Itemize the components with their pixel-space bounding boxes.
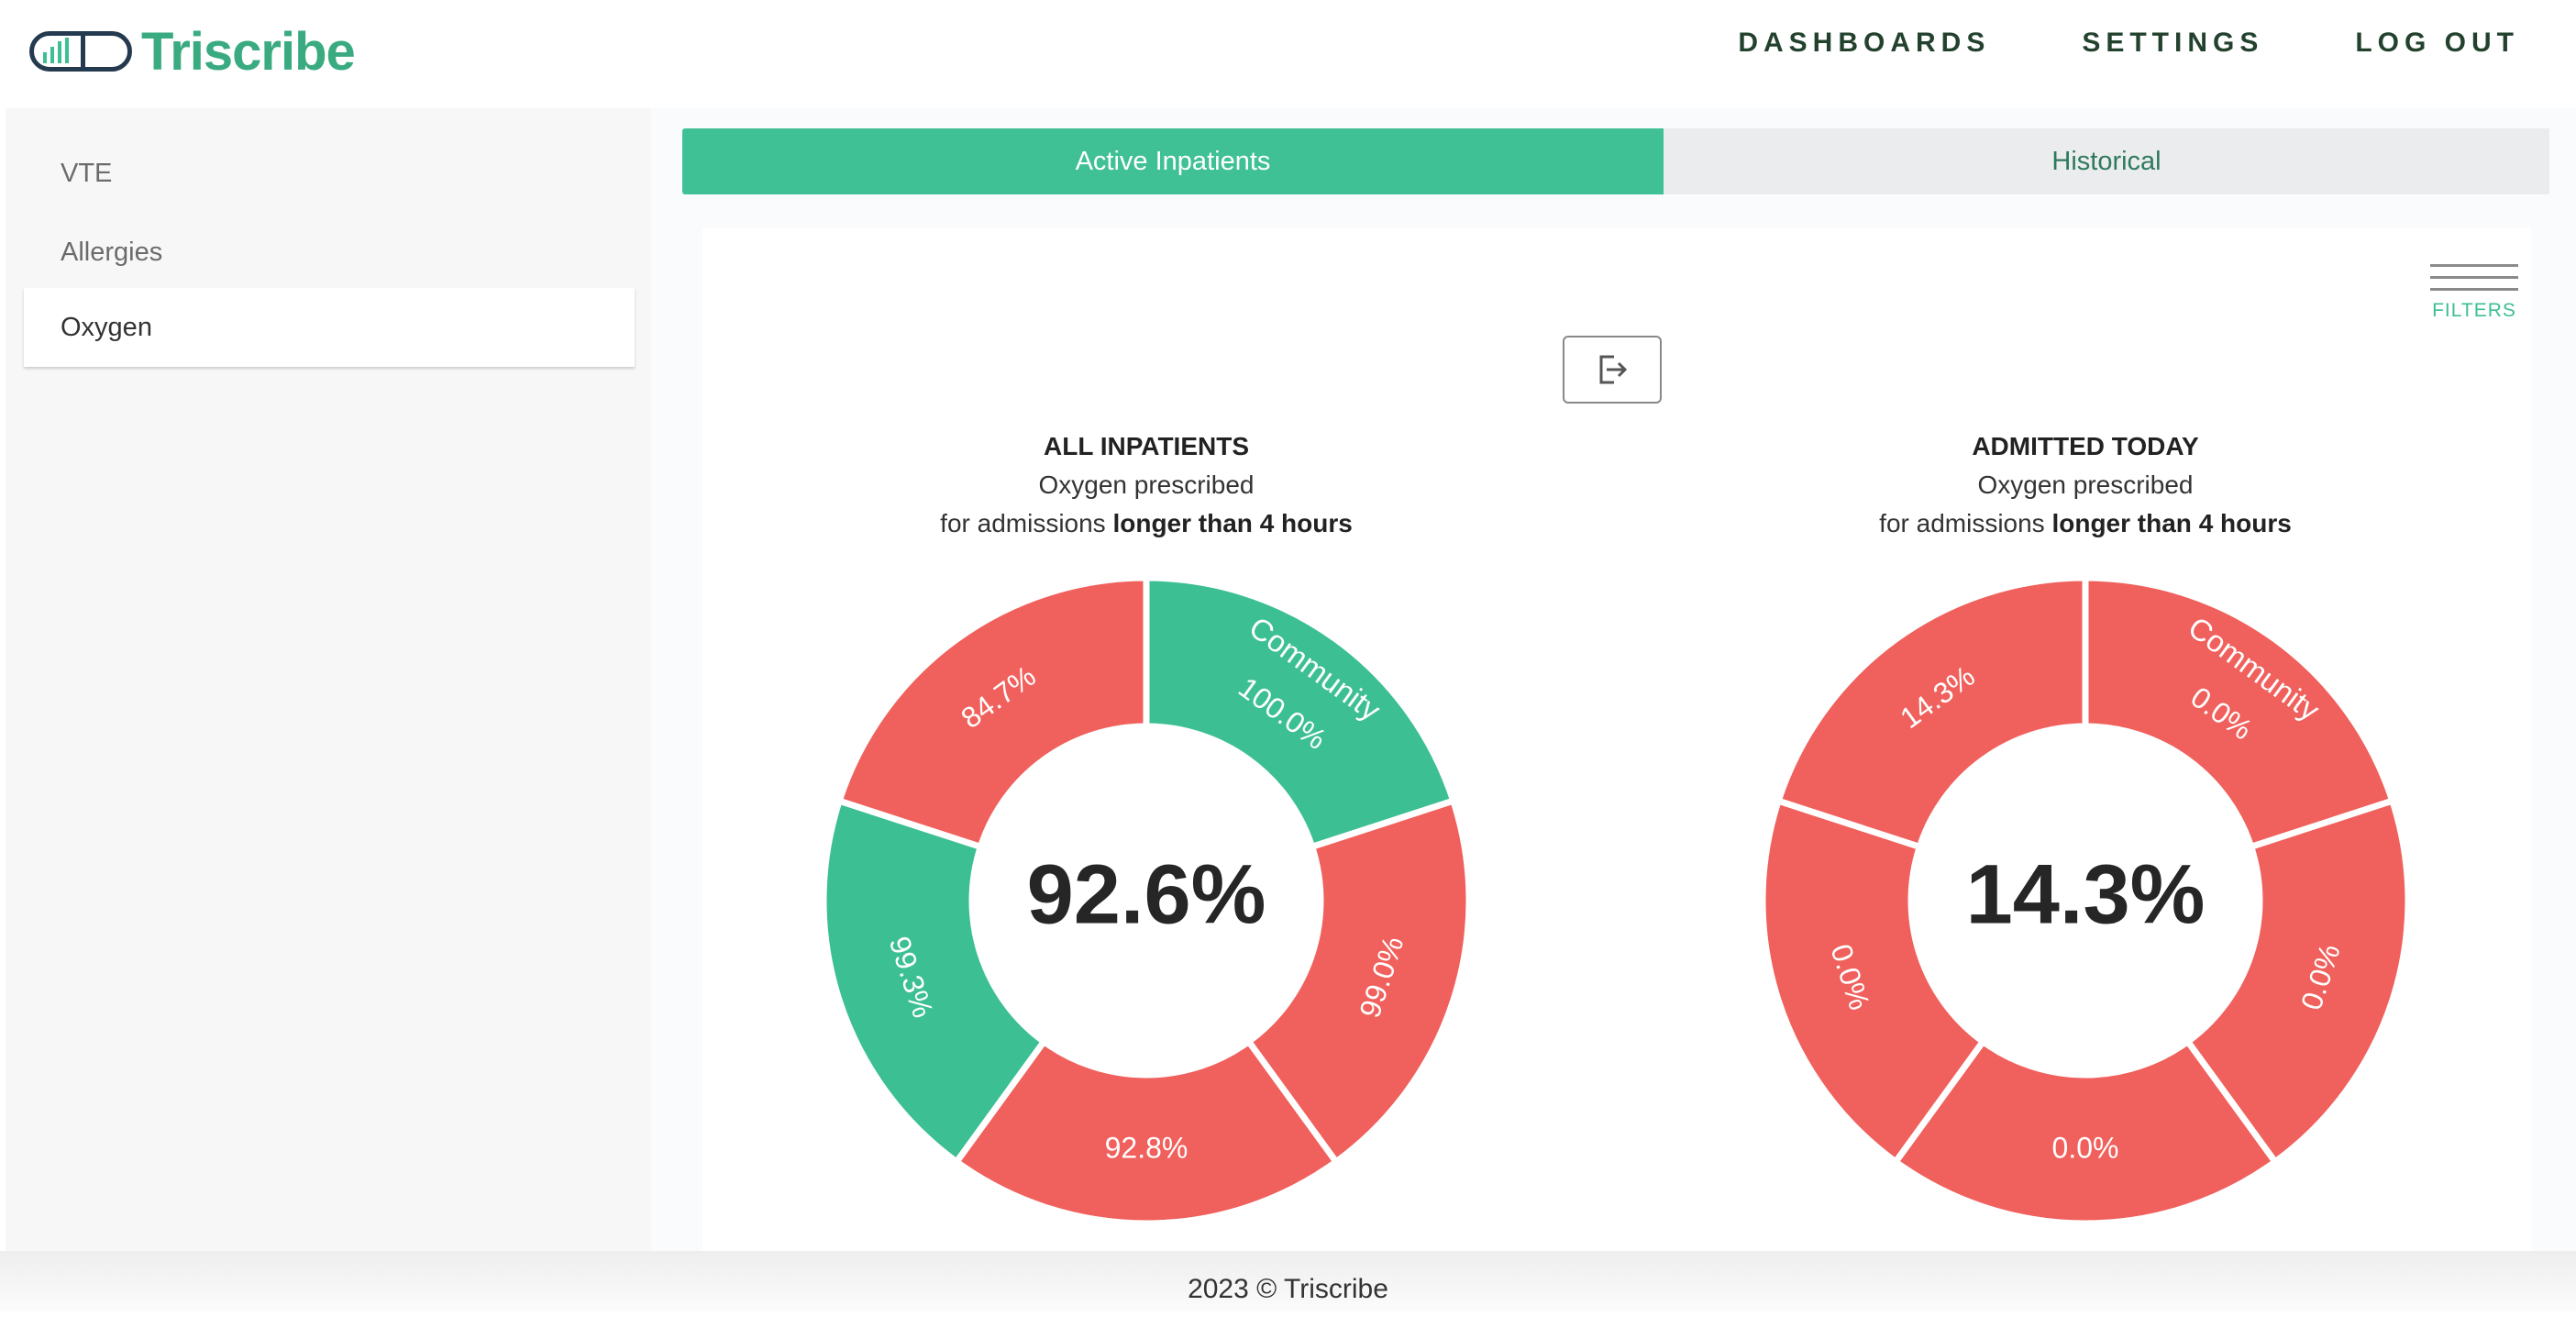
segment-value-label: 0.0% [2052, 1131, 2119, 1164]
main-nav: DASHBOARDS SETTINGS LOG OUT [1738, 28, 2519, 59]
chart-subtitle: Oxygen prescribed [1977, 470, 2194, 499]
nav-logout[interactable]: LOG OUT [2355, 28, 2519, 58]
sidebar-item-vte[interactable]: VTE [24, 134, 635, 213]
donut-segment[interactable] [1892, 1038, 2279, 1227]
center-value: 14.3% [1966, 847, 2206, 941]
sidebar-item-label: VTE [61, 158, 113, 188]
nav-dashboards[interactable]: DASHBOARDS [1738, 28, 1991, 58]
logo-text: Triscribe [141, 21, 356, 82]
sidebar-item-allergies[interactable]: Allergies [24, 213, 635, 292]
chart-title-block-admitted-today: ADMITTED TODAY Oxygen prescribed for adm… [1764, 427, 2406, 543]
export-button[interactable] [1563, 336, 1662, 404]
donut-segment[interactable] [953, 1038, 1340, 1227]
donut-segment[interactable] [1245, 797, 1473, 1166]
chart-subtitle: Oxygen prescribed [1038, 470, 1255, 499]
donut-segment[interactable] [1143, 574, 1457, 850]
filters-label: FILTERS [2432, 300, 2516, 321]
nav-settings[interactable]: SETTINGS [2082, 28, 2264, 58]
filters-button[interactable]: FILTERS [2430, 264, 2518, 322]
tab-active-inpatients[interactable]: Active Inpatients [682, 128, 1664, 194]
donut-segment[interactable] [1759, 797, 1986, 1166]
tab-bar: Active Inpatients Historical [682, 128, 2549, 194]
chart-caption-bold: longer than 4 hours [1112, 509, 1353, 537]
footer: 2023 © Triscribe [0, 1251, 2576, 1311]
center-value: 92.6% [1027, 847, 1266, 941]
logo[interactable]: Triscribe [29, 22, 356, 82]
chart-caption: for admissions longer than 4 hours [1764, 504, 2406, 543]
top-bar: Triscribe DASHBOARDS SETTINGS LOG OUT [0, 0, 2576, 101]
footer-text: 2023 © Triscribe [1188, 1274, 1388, 1304]
sidebar-item-label: Oxygen [61, 312, 152, 342]
sidebar-item-label: Allergies [61, 237, 163, 267]
chart-title: ALL INPATIENTS [1044, 432, 1249, 460]
pill-logo-icon [29, 31, 132, 72]
chart-caption-prefix: for admissions [1879, 509, 2045, 537]
export-icon [1599, 355, 1628, 384]
donut-segment[interactable] [2082, 574, 2396, 850]
chart-caption-bold: longer than 4 hours [2051, 509, 2292, 537]
donut-segment[interactable] [2184, 797, 2412, 1166]
sidebar: VTE Allergies Oxygen [6, 108, 651, 1251]
donut-segment[interactable] [835, 574, 1150, 850]
segment-value-label: 92.8% [1105, 1131, 1188, 1164]
chart-caption-prefix: for admissions [940, 509, 1106, 537]
donut-segment[interactable] [1774, 574, 2089, 850]
tab-historical[interactable]: Historical [1664, 128, 2549, 194]
chart-title: ADMITTED TODAY [1972, 432, 2199, 460]
hamburger-icon [2430, 264, 2518, 291]
chart-title-block-all-inpatients: ALL INPATIENTS Oxygen prescribed for adm… [825, 427, 1467, 543]
donut-segment[interactable] [820, 797, 1047, 1166]
sidebar-item-oxygen[interactable]: Oxygen [24, 288, 635, 367]
chart-caption: for admissions longer than 4 hours [825, 504, 1467, 543]
